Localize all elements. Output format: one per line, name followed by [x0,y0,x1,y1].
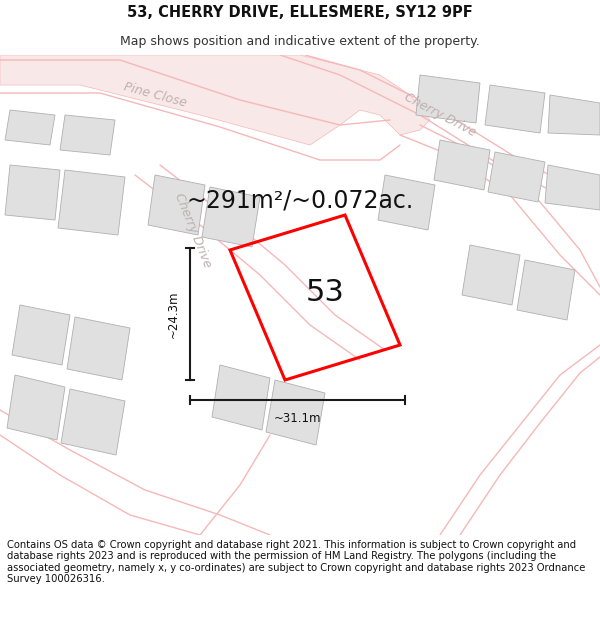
Polygon shape [266,380,325,445]
Polygon shape [7,375,65,440]
Polygon shape [202,187,260,247]
Polygon shape [517,260,575,320]
Text: ~24.3m: ~24.3m [167,290,180,338]
Polygon shape [434,140,490,190]
Polygon shape [67,317,130,380]
Polygon shape [488,152,545,202]
Text: ~31.1m: ~31.1m [274,412,321,425]
Polygon shape [61,389,125,455]
Text: Contains OS data © Crown copyright and database right 2021. This information is : Contains OS data © Crown copyright and d… [7,539,586,584]
Polygon shape [548,95,600,135]
Polygon shape [378,175,435,230]
Polygon shape [5,165,60,220]
Polygon shape [148,175,205,235]
Text: ~291m²/~0.072ac.: ~291m²/~0.072ac. [187,188,413,212]
Polygon shape [462,245,520,305]
Polygon shape [485,85,545,133]
Polygon shape [416,75,480,123]
Text: Pine Close: Pine Close [122,81,188,109]
Text: 53: 53 [305,278,344,307]
Text: Map shows position and indicative extent of the property.: Map shows position and indicative extent… [120,35,480,48]
Text: 53, CHERRY DRIVE, ELLESMERE, SY12 9PF: 53, CHERRY DRIVE, ELLESMERE, SY12 9PF [127,4,473,19]
Polygon shape [212,365,270,430]
Text: Cherry Drive: Cherry Drive [172,191,214,269]
Polygon shape [58,170,125,235]
Text: Cherry Drive: Cherry Drive [402,91,478,139]
Polygon shape [0,55,430,145]
Polygon shape [60,115,115,155]
Polygon shape [545,165,600,210]
Polygon shape [5,110,55,145]
Polygon shape [12,305,70,365]
